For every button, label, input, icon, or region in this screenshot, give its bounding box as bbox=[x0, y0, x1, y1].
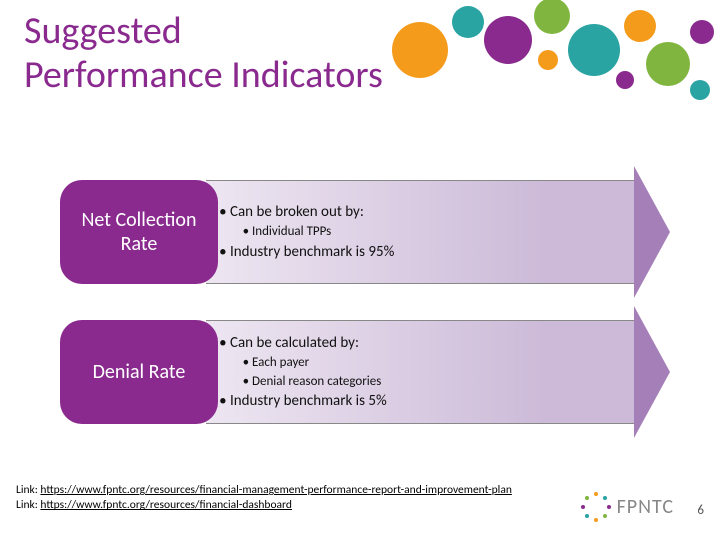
indicator-pill-denial-rate: Denial Rate bbox=[60, 320, 218, 424]
logo-dot-ring-icon bbox=[581, 492, 611, 522]
bullet-item: Industry benchmark is 5% bbox=[230, 391, 387, 411]
footer-link: Link: https://www.fpntc.org/resources/fi… bbox=[16, 483, 512, 499]
footer-link-url[interactable]: https://www.fpntc.org/resources/financia… bbox=[40, 498, 292, 512]
indicator-row-denial-rate: Denial Rate Can be calculated by:Each pa… bbox=[60, 320, 650, 424]
indicator-row-net-collection: Net Collection Rate Can be broken out by… bbox=[60, 180, 650, 284]
indicator-bullets-denial-rate: Can be calculated by:Each payerDenial re… bbox=[230, 332, 387, 413]
bullet-item: Can be broken out by: bbox=[230, 202, 394, 222]
bullet-item: Individual TPPs bbox=[252, 223, 394, 241]
indicator-bullets-net-collection: Can be broken out by:Individual TPPsIndu… bbox=[230, 201, 394, 263]
footer-link: Link: https://www.fpntc.org/resources/fi… bbox=[16, 498, 512, 514]
footer-link-url[interactable]: https://www.fpntc.org/resources/financia… bbox=[40, 483, 511, 497]
indicator-pill-net-collection: Net Collection Rate bbox=[60, 180, 218, 284]
bullet-item: Can be calculated by: bbox=[230, 333, 387, 353]
chevron-right-icon bbox=[634, 166, 670, 298]
bullet-item: Each payer bbox=[252, 354, 387, 372]
logo-text: FPNTC bbox=[617, 495, 674, 519]
indicator-arrow-body: Can be calculated by:Each payerDenial re… bbox=[206, 320, 634, 424]
chevron-right-icon bbox=[634, 306, 670, 438]
bullet-item: Denial reason categories bbox=[252, 373, 387, 391]
page-number: 6 bbox=[697, 503, 704, 518]
footer-links: Link: https://www.fpntc.org/resources/fi… bbox=[16, 483, 512, 514]
page-title: SuggestedPerformance Indicators bbox=[24, 10, 383, 97]
indicator-arrow-body: Can be broken out by:Individual TPPsIndu… bbox=[206, 180, 634, 284]
footer-logo: FPNTC bbox=[581, 492, 674, 522]
bullet-item: Industry benchmark is 95% bbox=[230, 242, 394, 262]
